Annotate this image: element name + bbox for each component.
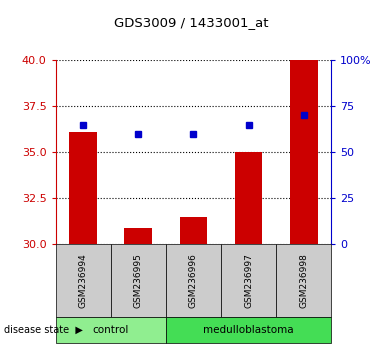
Text: control: control (93, 325, 129, 335)
Bar (290, 60, 318, 244)
Text: GSM236997: GSM236997 (244, 253, 253, 308)
Bar (69, 132, 97, 244)
Text: GSM236996: GSM236996 (189, 253, 198, 308)
Text: GSM236995: GSM236995 (134, 253, 143, 308)
Bar (235, 152, 262, 244)
Text: disease state  ▶: disease state ▶ (4, 325, 83, 335)
Text: GSM236998: GSM236998 (299, 253, 308, 308)
Text: medulloblastoma: medulloblastoma (203, 325, 294, 335)
Text: GDS3009 / 1433001_at: GDS3009 / 1433001_at (114, 16, 269, 29)
Bar (180, 217, 207, 244)
Bar (124, 228, 152, 244)
Text: GSM236994: GSM236994 (79, 253, 88, 308)
